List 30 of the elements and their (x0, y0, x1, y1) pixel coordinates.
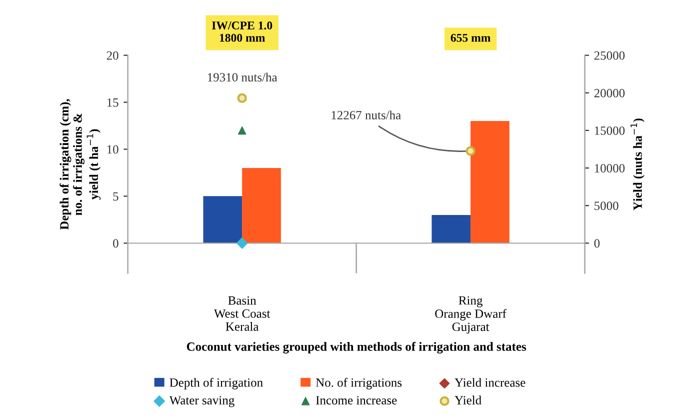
y2-tick-label: 20000 (594, 88, 625, 98)
legend-label: Depth of irrigation (170, 378, 263, 390)
y2-tick-label: 15000 (594, 126, 625, 135)
data-label: 12267 nuts/ha (332, 110, 401, 120)
y-tick-label: 5 (113, 192, 118, 201)
legend-label: Yield increase (454, 378, 526, 387)
legend-label: No. of irrigations (316, 378, 402, 390)
text: 655 mm (450, 34, 491, 42)
y-tick-label: 15 (107, 98, 118, 107)
x-tick-label: Ring Orange Dwarf Gujarat (435, 296, 506, 334)
y2-tick-label: 25000 (594, 51, 625, 60)
y2-tick-label: 0 (594, 239, 600, 248)
y2-axis-title: Yield (nuts ha$^{−1}$) (630, 118, 644, 210)
legend-label: Yield (454, 396, 482, 404)
legend-label: Income increase (316, 396, 397, 404)
bar (470, 121, 510, 244)
data-label: 19310 nuts/ha (208, 72, 278, 82)
legend-label: Water saving (169, 396, 234, 408)
text: IW/CPE 1.0 1800 mm (212, 21, 272, 42)
x-tick-label: Basin West Coast Kerala (214, 296, 270, 331)
y2-tick-label: 10000 (594, 164, 625, 172)
x-axis-title: Coconut varieties grouped with methods of irrigation and states (186, 342, 526, 354)
bar (203, 196, 242, 244)
bar (242, 168, 281, 244)
bar (432, 214, 471, 244)
y-axis-title: Depth of irrigation (cm), no. of irrigations & yield (t ha$^{−1}$) (60, 99, 101, 230)
y2-tick-label: 5000 (594, 202, 618, 210)
y-tick-label: 10 (107, 145, 118, 154)
y-tick-label: 20 (106, 51, 118, 60)
y-tick-label: 0 (113, 239, 118, 248)
